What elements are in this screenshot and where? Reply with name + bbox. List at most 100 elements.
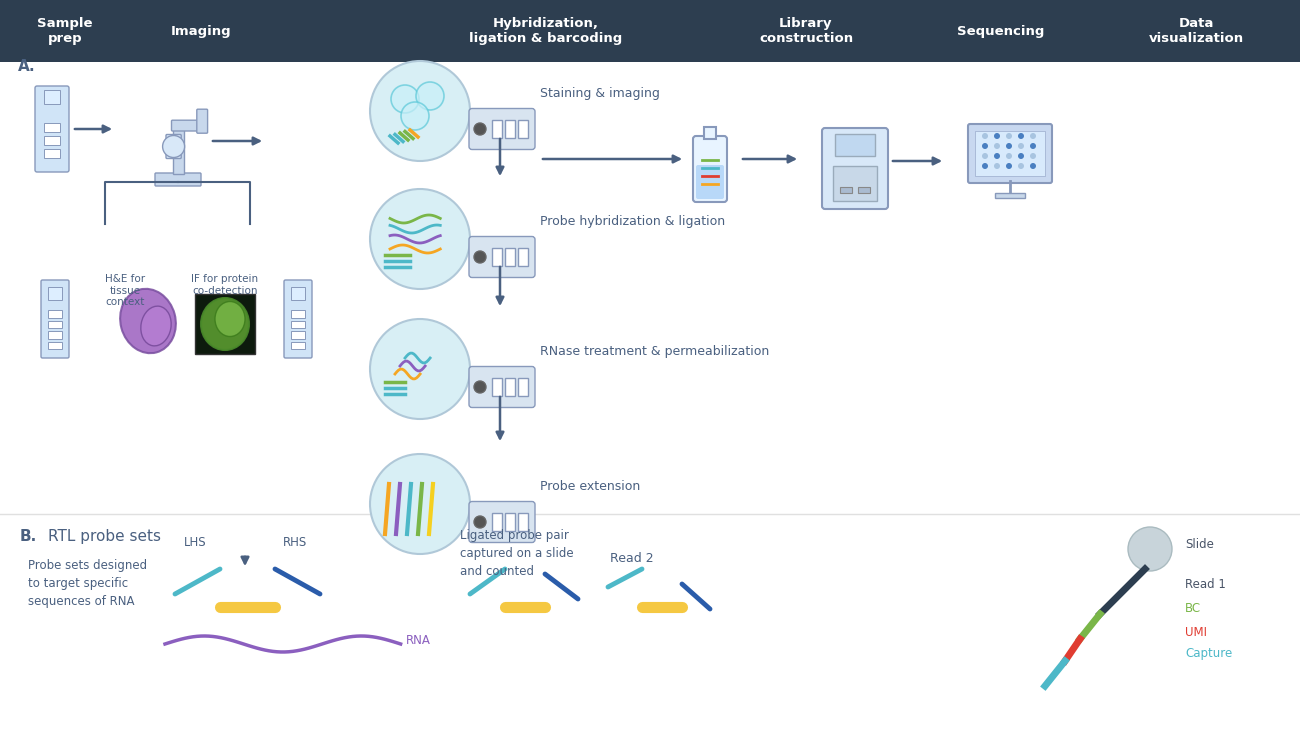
- Bar: [491, 378, 502, 396]
- Circle shape: [1006, 133, 1011, 139]
- FancyBboxPatch shape: [693, 136, 727, 202]
- Bar: [705, 127, 716, 139]
- Bar: [48, 331, 62, 338]
- Bar: [491, 248, 502, 266]
- FancyBboxPatch shape: [696, 165, 724, 199]
- Text: RNase treatment & permeabilization: RNase treatment & permeabilization: [540, 344, 770, 358]
- Circle shape: [1018, 143, 1024, 149]
- Text: Sample
prep: Sample prep: [38, 17, 92, 45]
- Bar: [291, 287, 305, 300]
- Text: Library
construction: Library construction: [759, 17, 853, 45]
- Bar: [517, 120, 528, 138]
- Bar: [517, 248, 528, 266]
- Bar: [504, 120, 515, 138]
- FancyBboxPatch shape: [172, 120, 207, 131]
- Text: Sequencing: Sequencing: [957, 24, 1045, 38]
- Circle shape: [1030, 153, 1036, 159]
- Bar: [491, 120, 502, 138]
- Circle shape: [994, 163, 1000, 169]
- Circle shape: [1006, 143, 1011, 149]
- Bar: [858, 187, 870, 193]
- Text: captured on a slide: captured on a slide: [460, 547, 573, 560]
- Bar: [517, 378, 528, 396]
- Ellipse shape: [120, 289, 176, 353]
- Text: Ligated probe pair: Ligated probe pair: [460, 529, 569, 542]
- Ellipse shape: [202, 298, 250, 350]
- Circle shape: [1018, 153, 1024, 159]
- Circle shape: [474, 381, 486, 393]
- Bar: [504, 513, 515, 531]
- FancyBboxPatch shape: [35, 86, 69, 172]
- Circle shape: [1006, 153, 1011, 159]
- Text: RNA: RNA: [406, 635, 430, 647]
- Circle shape: [1030, 143, 1036, 149]
- Circle shape: [1006, 163, 1011, 169]
- Text: IF for protein
co-detection: IF for protein co-detection: [191, 274, 259, 296]
- Text: Hybridization,
ligation & barcoding: Hybridization, ligation & barcoding: [469, 17, 623, 45]
- Text: Read 2: Read 2: [610, 553, 654, 565]
- Bar: [44, 136, 60, 145]
- Bar: [195, 294, 255, 354]
- Text: RTL probe sets: RTL probe sets: [48, 529, 161, 544]
- Text: Imaging: Imaging: [172, 24, 231, 38]
- Text: Probe sets designed: Probe sets designed: [29, 559, 147, 572]
- Text: Capture: Capture: [1186, 647, 1232, 661]
- Text: to target specific: to target specific: [29, 577, 129, 590]
- Circle shape: [982, 163, 988, 169]
- Bar: [291, 310, 305, 318]
- FancyBboxPatch shape: [469, 109, 536, 149]
- Circle shape: [370, 454, 471, 554]
- Text: B.: B.: [20, 529, 38, 544]
- FancyBboxPatch shape: [42, 280, 69, 358]
- Bar: [994, 193, 1024, 198]
- Circle shape: [416, 82, 445, 110]
- FancyBboxPatch shape: [822, 128, 888, 209]
- Bar: [291, 331, 305, 338]
- Text: RHS: RHS: [283, 536, 307, 549]
- Bar: [291, 341, 305, 349]
- Text: Probe extension: Probe extension: [540, 480, 640, 492]
- Bar: [44, 90, 60, 104]
- Circle shape: [474, 251, 486, 263]
- Text: and counted: and counted: [460, 565, 534, 578]
- Bar: [48, 287, 62, 300]
- Bar: [833, 166, 878, 201]
- Circle shape: [370, 61, 471, 161]
- Text: UMI: UMI: [1186, 625, 1206, 638]
- FancyBboxPatch shape: [155, 173, 202, 186]
- Text: H&E for
tissue
context: H&E for tissue context: [105, 274, 146, 307]
- FancyBboxPatch shape: [968, 124, 1052, 183]
- FancyBboxPatch shape: [166, 134, 181, 158]
- Circle shape: [994, 143, 1000, 149]
- Circle shape: [994, 133, 1000, 139]
- Bar: [0, 0, 1300, 62]
- Text: sequences of RNA: sequences of RNA: [29, 595, 134, 608]
- Circle shape: [1018, 133, 1024, 139]
- Circle shape: [1030, 133, 1036, 139]
- Circle shape: [474, 516, 486, 528]
- Circle shape: [994, 153, 1000, 159]
- FancyBboxPatch shape: [469, 502, 536, 542]
- Bar: [44, 149, 60, 157]
- Ellipse shape: [214, 302, 244, 336]
- Bar: [48, 321, 62, 328]
- Bar: [835, 134, 875, 156]
- Text: Data
visualization: Data visualization: [1148, 17, 1244, 45]
- Circle shape: [400, 102, 429, 130]
- Bar: [975, 131, 1045, 176]
- Bar: [48, 310, 62, 318]
- Circle shape: [370, 319, 471, 419]
- Bar: [840, 187, 852, 193]
- FancyBboxPatch shape: [283, 280, 312, 358]
- Bar: [517, 513, 528, 531]
- Bar: [48, 341, 62, 349]
- Circle shape: [982, 153, 988, 159]
- Circle shape: [162, 135, 185, 157]
- Text: Read 1: Read 1: [1186, 577, 1226, 590]
- Circle shape: [391, 85, 419, 113]
- Text: A.: A.: [18, 59, 35, 74]
- Text: BC: BC: [1186, 602, 1201, 616]
- Circle shape: [1030, 163, 1036, 169]
- Bar: [504, 378, 515, 396]
- FancyBboxPatch shape: [469, 236, 536, 278]
